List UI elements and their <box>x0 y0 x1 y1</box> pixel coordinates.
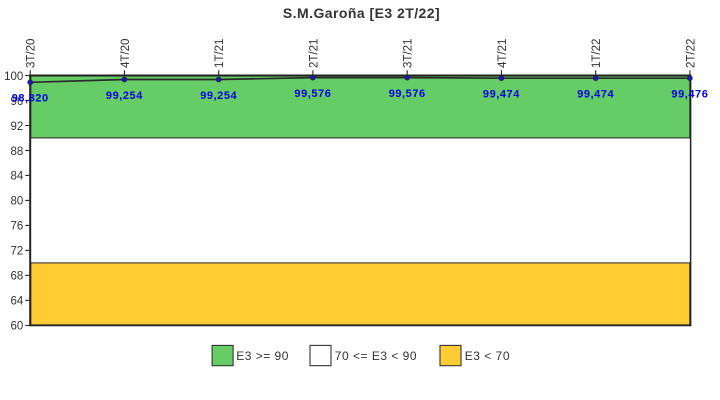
svg-text:64: 64 <box>11 296 24 308</box>
svg-text:99,474: 99,474 <box>577 88 614 100</box>
svg-text:84: 84 <box>11 171 24 183</box>
svg-text:88: 88 <box>11 146 24 158</box>
svg-text:3T/21: 3T/21 <box>403 39 415 68</box>
svg-text:76: 76 <box>11 221 24 233</box>
svg-text:1T/21: 1T/21 <box>214 39 226 68</box>
svg-text:72: 72 <box>11 246 24 258</box>
svg-text:92: 92 <box>11 121 24 133</box>
svg-text:2T/22: 2T/22 <box>685 39 697 68</box>
svg-text:S.M.Garoña [E3 2T/22]: S.M.Garoña [E3 2T/22] <box>283 5 440 21</box>
svg-text:98,820: 98,820 <box>12 93 49 105</box>
svg-text:80: 80 <box>11 196 24 208</box>
svg-text:100: 100 <box>4 71 23 83</box>
svg-text:99,474: 99,474 <box>483 88 520 100</box>
svg-text:99,476: 99,476 <box>671 88 708 100</box>
svg-text:99,576: 99,576 <box>294 88 331 100</box>
svg-text:70 <= E3 < 90: 70 <= E3 < 90 <box>335 349 417 363</box>
svg-text:68: 68 <box>11 271 24 283</box>
svg-text:E3 < 70: E3 < 70 <box>465 349 510 363</box>
svg-text:99,254: 99,254 <box>106 90 143 102</box>
svg-text:4T/20: 4T/20 <box>120 39 132 68</box>
svg-text:2T/21: 2T/21 <box>308 39 320 68</box>
svg-text:60: 60 <box>11 321 24 333</box>
svg-text:3T/20: 3T/20 <box>26 39 38 68</box>
svg-text:99,254: 99,254 <box>200 90 237 102</box>
svg-text:E3 >= 90: E3 >= 90 <box>236 349 289 363</box>
svg-text:4T/21: 4T/21 <box>497 39 509 68</box>
svg-text:1T/22: 1T/22 <box>591 39 603 68</box>
svg-text:99,576: 99,576 <box>389 88 426 100</box>
svg-text:96: 96 <box>11 96 24 108</box>
